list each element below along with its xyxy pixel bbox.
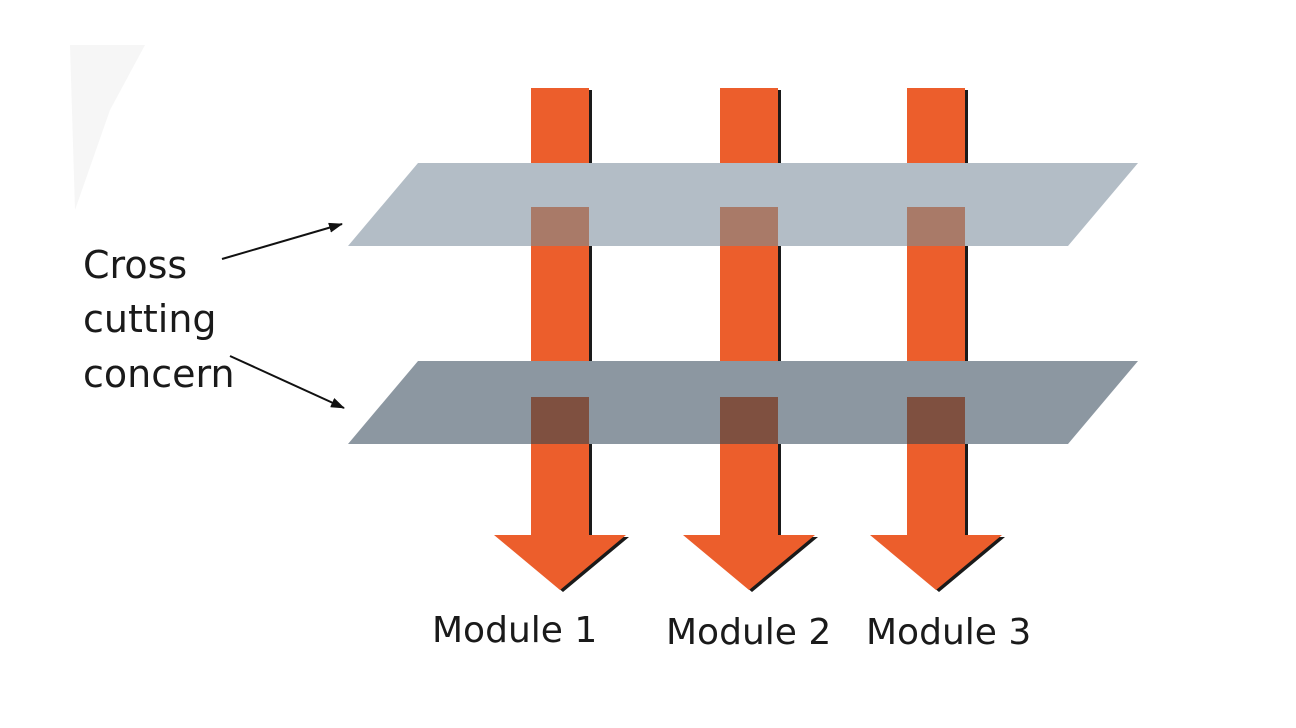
upper-overlap-module-1 xyxy=(531,207,589,246)
upper-overlap-module-2 xyxy=(720,207,778,246)
module-arrow-1 xyxy=(494,88,626,590)
lower-overlap-module-2 xyxy=(720,397,778,444)
lower-overlap-module-3 xyxy=(907,397,965,444)
module-arrow-2 xyxy=(683,88,815,590)
concern-label-line-1: Cross xyxy=(83,243,187,287)
concern-label-line-3: concern xyxy=(83,352,235,396)
lower-overlap-module-1 xyxy=(531,397,589,444)
pointer-to-lower-plane xyxy=(229,355,345,409)
module-label-3: Module 3 xyxy=(866,612,1031,653)
background-swoosh xyxy=(70,45,145,210)
upper-overlap-module-3 xyxy=(907,207,965,246)
module-arrow-3 xyxy=(870,88,1002,590)
module-label-2: Module 2 xyxy=(666,612,831,653)
concern-label-line-2: cutting xyxy=(83,297,217,341)
module-arrows xyxy=(494,88,1005,592)
arrow-plane-overlaps xyxy=(531,207,965,444)
pointer-to-upper-plane xyxy=(221,222,343,260)
module-label-1: Module 1 xyxy=(432,610,597,651)
